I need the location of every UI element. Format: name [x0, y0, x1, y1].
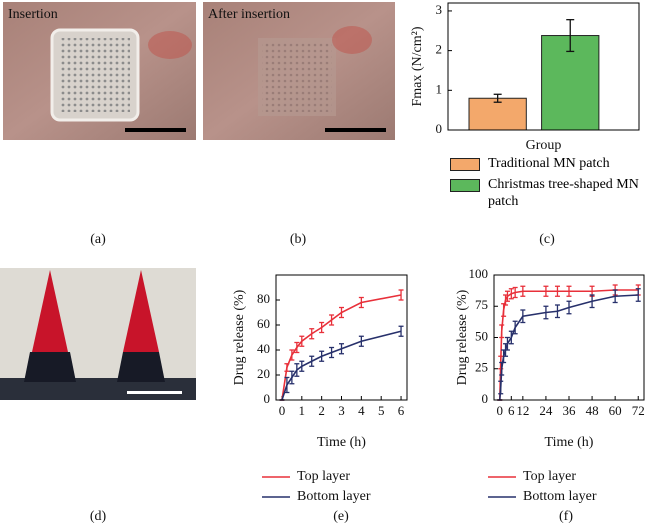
bar — [468, 97, 527, 131]
x-axis-label: Time (h) — [317, 435, 366, 450]
x-axis-label: Group — [526, 138, 562, 153]
legend-swatch — [450, 158, 480, 171]
axes-frame — [447, 2, 640, 131]
needle-tip — [32, 270, 68, 352]
substrate — [0, 378, 196, 400]
y-axis-label: Drug release (%) — [455, 289, 470, 385]
y-tick-label: 80 — [257, 291, 270, 306]
photo-label: After insertion — [208, 7, 290, 22]
x-tick-label: 12 — [516, 403, 529, 418]
x-tick-label: 3 — [338, 403, 345, 418]
photo-label: Insertion — [8, 7, 58, 22]
x-tick-label: 5 — [378, 403, 385, 418]
axes-frame — [493, 274, 645, 401]
caption: (e) — [333, 509, 349, 524]
caption: (c) — [539, 232, 555, 247]
y-tick-label: 20 — [257, 366, 270, 381]
axes-frame — [275, 274, 408, 401]
legend-label: Top layer — [523, 469, 576, 484]
caption: (b) — [290, 232, 307, 247]
y-tick-label: 1 — [436, 81, 443, 96]
y-tick-label: 40 — [257, 341, 270, 356]
needle-tip — [123, 270, 159, 352]
x-tick-label: 1 — [299, 403, 306, 418]
legend-entry: Traditional MN patch — [450, 155, 650, 172]
y-tick-label: 2 — [436, 42, 443, 57]
needle-base — [117, 352, 165, 382]
scale-bar — [125, 128, 186, 132]
x-tick-label: 24 — [539, 403, 553, 418]
legend-swatch — [450, 179, 480, 192]
y-tick-label: 3 — [436, 2, 443, 17]
x-tick-label: 0 — [497, 403, 504, 418]
y-tick-label: 100 — [469, 266, 489, 281]
x-tick-label: 4 — [358, 403, 365, 418]
needle-array — [60, 38, 130, 112]
x-tick-label: 2 — [318, 403, 325, 418]
x-tick-label: 60 — [609, 403, 622, 418]
line — [281, 330, 402, 401]
y-axis-label: Fmax (N/cm²) — [410, 26, 425, 106]
y-tick-label: 0 — [436, 121, 443, 136]
needle-holes — [262, 42, 332, 112]
y-tick-label: 60 — [257, 316, 270, 331]
redness — [332, 26, 372, 54]
caption: (d) — [90, 509, 107, 524]
x-axis-label: Time (h) — [545, 435, 594, 450]
y-tick-label: 75 — [475, 297, 488, 312]
legend-entry: Christmas tree-shaped MN patch — [450, 176, 650, 210]
redness — [148, 31, 192, 59]
scale-bar — [325, 128, 386, 132]
legend-label: Top layer — [297, 469, 350, 484]
caption: (f) — [559, 509, 573, 524]
y-tick-label: 25 — [475, 360, 488, 375]
x-tick-label: 6 — [508, 403, 515, 418]
y-tick-label: 0 — [482, 391, 489, 406]
legend-label: Bottom layer — [523, 489, 597, 504]
x-tick-label: 72 — [632, 403, 645, 418]
x-tick-label: 6 — [398, 403, 405, 418]
x-tick-label: 0 — [279, 403, 286, 418]
caption: (a) — [90, 232, 106, 247]
scale-bar — [127, 391, 182, 394]
x-tick-label: 36 — [563, 403, 577, 418]
x-tick-label: 48 — [586, 403, 599, 418]
needle-base — [24, 352, 76, 382]
y-tick-label: 0 — [264, 391, 271, 406]
y-axis-label: Drug release (%) — [232, 289, 247, 385]
y-tick-label: 50 — [475, 328, 488, 343]
legend-label: Christmas tree-shaped MN patch — [488, 177, 639, 209]
legend-label: Traditional MN patch — [488, 156, 610, 171]
legend-label: Bottom layer — [297, 489, 371, 504]
legend: Traditional MN patch Christmas tree-shape… — [450, 155, 650, 214]
